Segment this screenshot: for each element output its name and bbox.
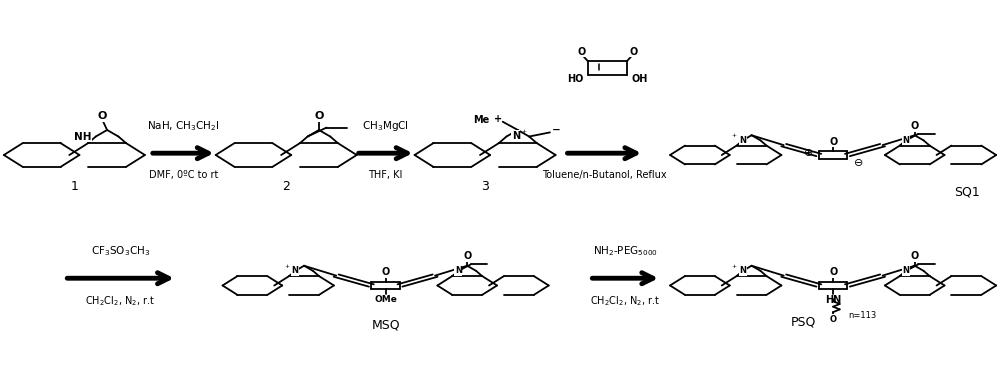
Text: OH: OH xyxy=(631,74,648,84)
Text: O: O xyxy=(314,111,324,121)
Text: −: − xyxy=(552,125,561,135)
Text: $^+$: $^+$ xyxy=(283,263,291,272)
Text: n=113: n=113 xyxy=(848,311,876,320)
Text: +: + xyxy=(494,114,502,124)
Text: Toluene/n-Butanol, Reflux: Toluene/n-Butanol, Reflux xyxy=(542,170,667,180)
Text: O: O xyxy=(629,47,637,57)
Text: N: N xyxy=(902,266,909,275)
Text: O: O xyxy=(911,121,919,131)
Text: $^+$: $^+$ xyxy=(730,133,738,142)
Text: HO: HO xyxy=(567,74,584,84)
Text: O: O xyxy=(577,47,586,57)
Text: 1: 1 xyxy=(70,180,78,193)
Text: SQ1: SQ1 xyxy=(955,185,980,198)
Text: Me: Me xyxy=(473,115,489,125)
Text: THF, KI: THF, KI xyxy=(368,170,403,180)
Text: CF$_3$SO$_3$CH$_3$: CF$_3$SO$_3$CH$_3$ xyxy=(91,244,150,258)
Text: O: O xyxy=(829,268,837,277)
Text: CH$_2$Cl$_2$, N$_2$, r.t: CH$_2$Cl$_2$, N$_2$, r.t xyxy=(590,294,660,308)
Text: DMF, 0ºC to rt: DMF, 0ºC to rt xyxy=(149,170,218,180)
Text: OMe: OMe xyxy=(374,295,397,304)
Text: CH$_3$MgCl: CH$_3$MgCl xyxy=(362,119,409,133)
Text: O: O xyxy=(463,251,471,262)
Text: 3: 3 xyxy=(481,180,489,193)
Text: O: O xyxy=(911,251,919,262)
Text: $^+$: $^+$ xyxy=(730,263,738,272)
Text: 2: 2 xyxy=(282,180,290,193)
Text: CH$_2$Cl$_2$, N$_2$, r.t: CH$_2$Cl$_2$, N$_2$, r.t xyxy=(85,294,156,308)
Text: HN: HN xyxy=(825,295,841,305)
Text: O: O xyxy=(830,315,837,324)
Text: NH$_2$-PEG$_{5000}$: NH$_2$-PEG$_{5000}$ xyxy=(593,244,658,258)
Text: N: N xyxy=(292,266,299,275)
Text: $^+$: $^+$ xyxy=(520,128,528,138)
Text: O: O xyxy=(98,112,107,121)
Text: O: O xyxy=(382,268,390,277)
Text: $\oplus$: $\oplus$ xyxy=(803,147,814,158)
Text: NH: NH xyxy=(74,131,91,142)
Text: O: O xyxy=(829,137,837,147)
Text: MSQ: MSQ xyxy=(371,318,400,331)
Text: NaH, CH$_3$CH$_2$I: NaH, CH$_3$CH$_2$I xyxy=(147,120,220,133)
Text: N: N xyxy=(902,136,909,145)
Text: N: N xyxy=(739,136,746,145)
Text: PSQ: PSQ xyxy=(791,316,816,329)
Text: N: N xyxy=(512,131,520,141)
Text: N: N xyxy=(739,266,746,275)
Text: $\ominus$: $\ominus$ xyxy=(853,156,863,167)
Text: N: N xyxy=(455,266,462,275)
